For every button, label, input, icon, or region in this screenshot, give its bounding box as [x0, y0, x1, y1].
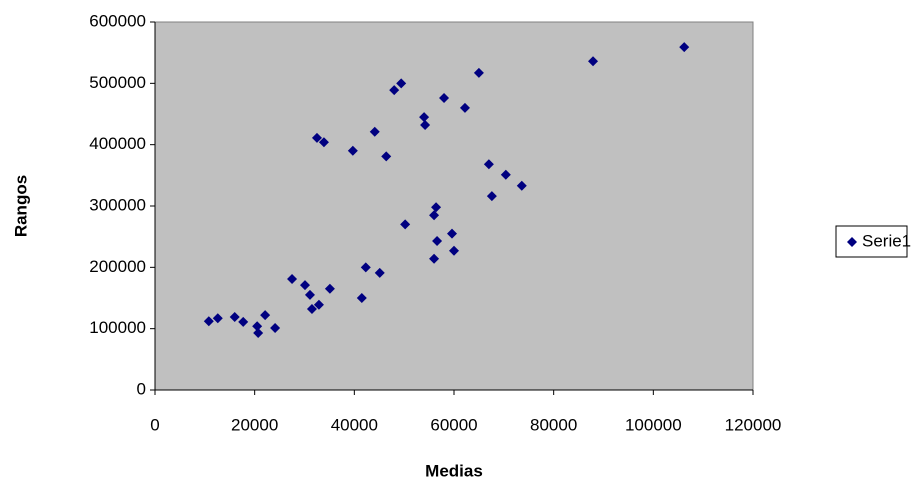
point [356, 293, 367, 303]
point [347, 145, 358, 156]
point [400, 219, 411, 230]
legend-marker [847, 237, 857, 247]
point [311, 132, 322, 143]
point [483, 159, 494, 170]
point [429, 253, 440, 264]
point [260, 310, 271, 321]
x-tick-label: 100000 [625, 415, 682, 434]
x-tick-label: 80000 [530, 415, 577, 434]
point [459, 102, 470, 113]
x-tick-label: 60000 [430, 415, 477, 434]
point [374, 267, 385, 278]
point [270, 323, 281, 334]
point [324, 283, 335, 294]
y-tick-label: 300000 [89, 195, 146, 214]
point [432, 235, 443, 246]
y-tick-label: 0 [137, 379, 146, 398]
y-tick-label: 500000 [89, 73, 146, 92]
plot-area [154, 21, 754, 391]
point [420, 120, 431, 131]
x-tick-label: 20000 [231, 415, 278, 434]
point [253, 327, 264, 338]
y-tick-label: 400000 [89, 134, 146, 153]
point [203, 316, 214, 327]
point [486, 191, 497, 202]
point [449, 245, 459, 256]
point [419, 112, 430, 123]
point [212, 313, 223, 324]
point [369, 126, 380, 137]
y-tick-label: 600000 [89, 11, 146, 30]
point [516, 180, 527, 191]
point [439, 93, 450, 104]
point [431, 202, 442, 213]
point [396, 78, 407, 89]
y-axis-title: Rangos [11, 175, 30, 237]
legend-label: Serie1 [862, 231, 911, 250]
point [304, 289, 315, 300]
point [252, 321, 263, 332]
point [500, 169, 511, 180]
point [238, 316, 249, 327]
point [313, 299, 324, 310]
point [429, 210, 440, 221]
x-tick-label: 120000 [725, 415, 782, 434]
y-tick-label: 100000 [89, 318, 146, 337]
x-tick-label: 0 [150, 415, 159, 434]
point [360, 262, 371, 273]
point [679, 42, 690, 53]
point [473, 67, 484, 78]
x-tick-label: 40000 [331, 415, 378, 434]
point [229, 312, 240, 323]
point [299, 280, 310, 291]
x-axis-title: Medias [425, 461, 483, 480]
point [287, 273, 298, 284]
y-tick-label: 200000 [89, 257, 146, 276]
point [318, 137, 329, 148]
point [588, 56, 599, 67]
point [381, 151, 392, 162]
point [389, 85, 400, 96]
point [306, 304, 317, 315]
point [447, 228, 458, 239]
